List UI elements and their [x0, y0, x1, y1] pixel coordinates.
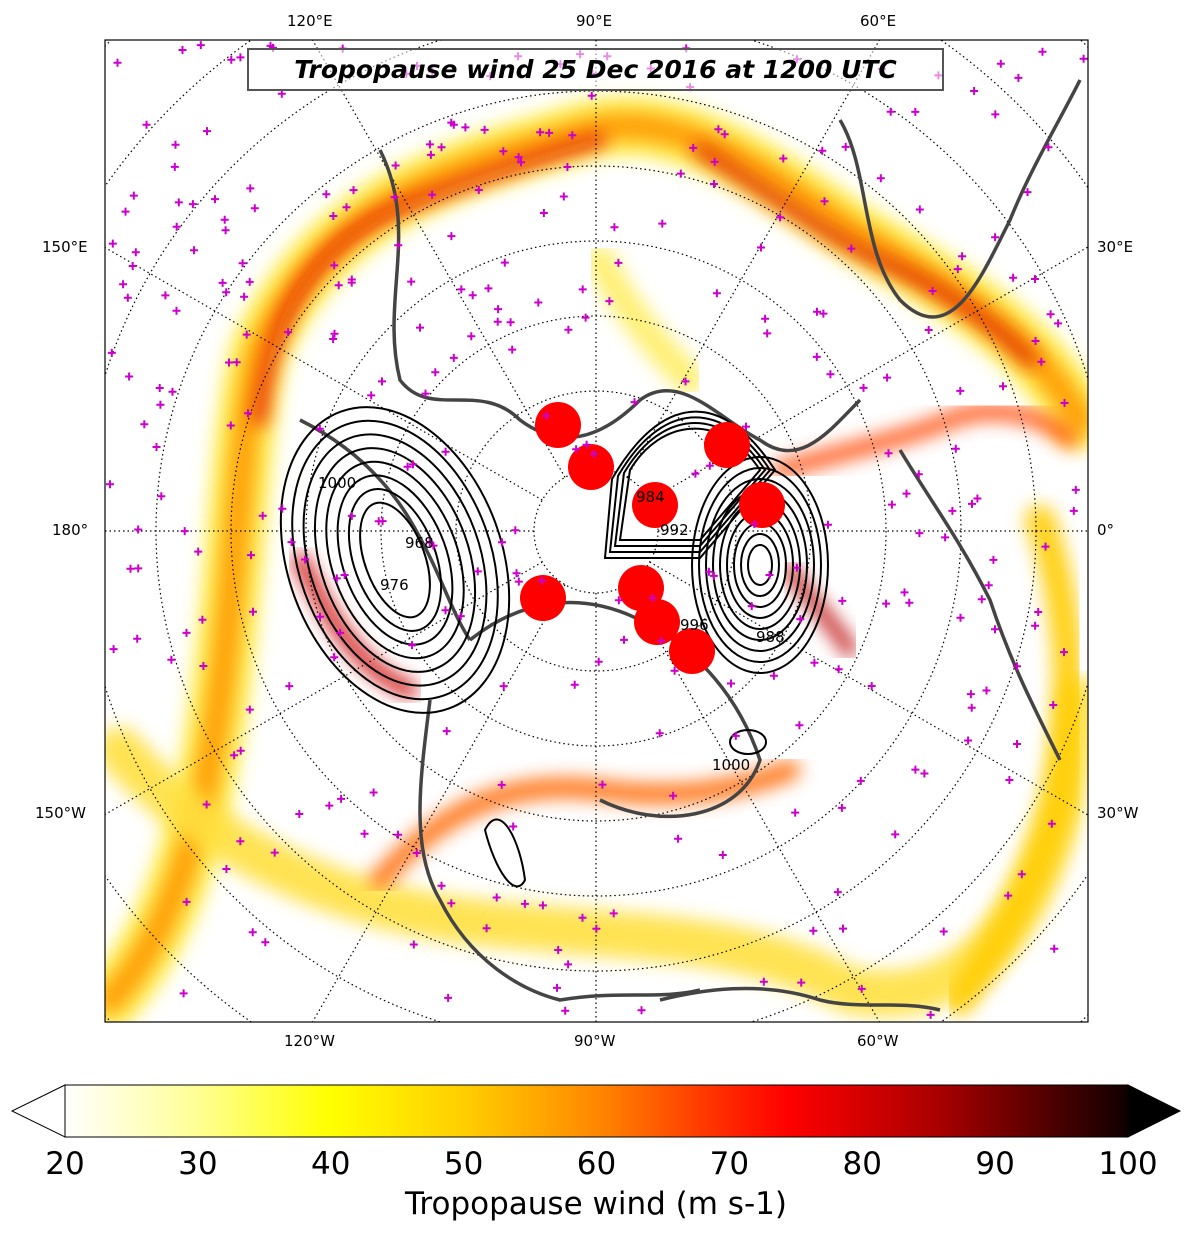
pressure-contour: [613, 422, 767, 547]
coastline: [659, 986, 941, 1012]
contour-label: 984: [636, 488, 665, 506]
contour-labels: 1000 992 984 976 968 996 988 1000: [318, 474, 785, 774]
colorbar-label: Tropopause wind (m s-1): [405, 1186, 787, 1222]
lon-label-top-60e: 60°E: [860, 12, 897, 30]
meridian-line: [105, 247, 543, 501]
contour-label: 996: [680, 616, 709, 634]
meridian-line: [626, 40, 880, 478]
contour-label: 992: [660, 521, 689, 539]
lon-label-right-30w: 30°W: [1097, 804, 1139, 822]
lon-label-top-120e: 120°E: [287, 12, 333, 30]
pressure-contour: [279, 406, 511, 714]
latitude-circle: [305, 240, 887, 822]
pressure-contour: [747, 544, 773, 586]
colorbar-extend-max: [1127, 1084, 1182, 1138]
coastline: [299, 418, 472, 641]
highlight-marker: [669, 628, 715, 674]
wind-field: [105, 96, 1088, 1022]
highlight-marker: [568, 444, 614, 490]
colorbar-tick-label: 40: [311, 1146, 351, 1182]
jet-stream: [783, 563, 857, 657]
meridian-line: [649, 561, 1088, 816]
pressure-contour: [313, 447, 477, 673]
colorbar-outline: [64, 1084, 1129, 1138]
meridian-line: [312, 40, 566, 478]
highlight-marker: [632, 482, 678, 528]
pressure-contour: [483, 818, 527, 888]
lon-label-top-90e: 90°E: [576, 12, 613, 30]
colorbar-tick-label: 20: [45, 1146, 85, 1182]
coastline: [838, 79, 1082, 319]
coastline: [418, 699, 701, 1002]
meridian-line: [626, 584, 880, 1022]
contour-label: 968: [405, 534, 434, 552]
jet-stream: [105, 112, 1088, 1014]
highlight-markers: [520, 402, 785, 674]
highlight-marker: [634, 599, 680, 645]
colorbar-tick-label: 100: [1098, 1146, 1158, 1182]
meridian-line: [105, 561, 543, 815]
highlight-marker: [704, 422, 750, 468]
lon-label-bottom-90w: 90°W: [574, 1032, 616, 1050]
lon-label-left-180: 180°: [52, 521, 89, 539]
contour-label: 988: [756, 628, 785, 646]
pressure-contour: [325, 460, 465, 660]
jet-stream: [585, 245, 705, 395]
meridian-line: [649, 246, 1088, 501]
pressure-contour: [740, 533, 780, 597]
lon-label-bottom-120w: 120°W: [284, 1032, 335, 1050]
pressure-contour: [608, 416, 772, 553]
colorbar-tick-label: 30: [178, 1146, 218, 1182]
colorbar-tick-label: 60: [576, 1146, 617, 1182]
pressure-contour: [603, 410, 777, 559]
lon-label-right-30e: 30°E: [1097, 238, 1134, 256]
pressure-contour: [698, 467, 822, 663]
colorbar-tick-label: 80: [842, 1146, 882, 1182]
highlight-marker: [520, 575, 566, 621]
colorbar-tick-label: 50: [443, 1146, 484, 1182]
colorbar-extend-min: [10, 1084, 66, 1138]
colorbar-tick-label: 70: [709, 1146, 750, 1182]
jet-stream: [254, 134, 606, 426]
map-title: Tropopause wind 25 Dec 2016 at 1200 UTC: [247, 48, 944, 91]
highlight-marker: [535, 402, 581, 448]
jet-stream: [945, 505, 1084, 1015]
jet-stream: [772, 403, 1078, 478]
pressure-contour: [618, 427, 762, 541]
coastline: [898, 449, 1062, 761]
lon-label-left-150e: 150°E: [42, 238, 88, 256]
colorbar: [10, 1084, 1182, 1138]
pressure-contour: [705, 478, 815, 652]
pressure-contour: [302, 433, 488, 687]
contour-label: 1000: [712, 756, 750, 774]
highlight-marker: [739, 482, 785, 528]
pressure-contour: [729, 729, 767, 755]
colorbar-tick-label: 90: [975, 1146, 1015, 1182]
lon-label-bottom-60w: 60°W: [857, 1032, 899, 1050]
jet-stream: [693, 143, 1037, 367]
pressure-contour: [336, 474, 454, 646]
lon-label-right-0: 0°: [1097, 521, 1115, 539]
lon-label-left-150w: 150°W: [35, 804, 86, 822]
jet-stream: [370, 760, 800, 890]
map-frame: [104, 39, 1089, 1023]
contour-label: 1000: [318, 474, 356, 492]
colorbar-fill: [65, 1085, 1128, 1137]
meridian-line: [312, 584, 566, 1022]
pressure-contour: [291, 419, 499, 701]
contour-label: 976: [380, 576, 409, 594]
pressure-contour: [359, 501, 431, 619]
